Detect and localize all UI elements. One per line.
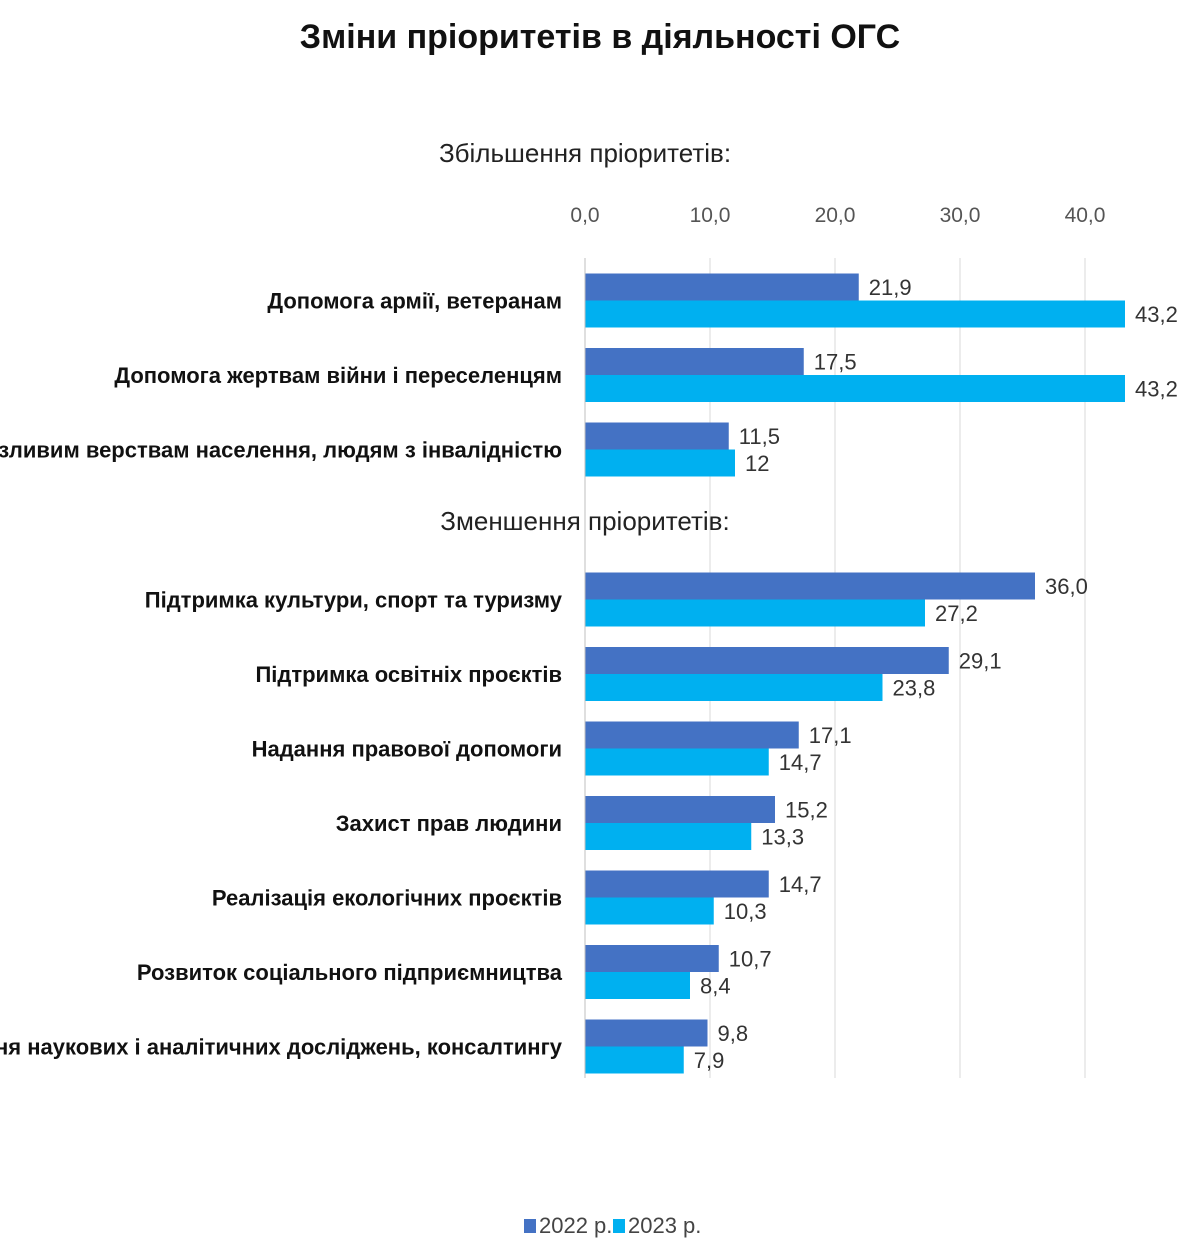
category-label: Підтримка культури, спорт та туризму [145,588,563,613]
bar [585,972,690,999]
x-tick-label: 10,0 [690,204,731,227]
value-labels: 21,9 43,2 17,5 43,2 11,512 36,0 27,2 29,1 23,8 17… [694,275,1178,1073]
value-label: 11,5 [739,424,780,449]
bar [585,721,799,749]
group-label: Збільшення пріоритетів: [439,138,731,168]
value-label: 10,7 [729,947,772,972]
value-label: 17,5 [814,350,857,375]
bar [585,748,769,776]
bar [585,647,949,674]
bar [585,449,735,477]
category-labels: Допомога армії, ветеранам Допомога жертва… [0,289,563,1060]
value-label: 13,3 [761,825,804,850]
bar [585,1019,708,1047]
bar [585,674,883,701]
bar [585,796,775,823]
legend-label: 2022 р. [539,1213,612,1238]
bar [585,572,1035,600]
value-label: 14,7 [779,872,822,897]
value-label: 43,2 [1135,302,1178,327]
bars [585,273,1125,1074]
legend-swatch [524,1219,536,1233]
value-label: 9,8 [718,1021,749,1046]
chart-title: Зміни пріоритетів в діяльності ОГС [300,18,900,56]
bar [585,1046,684,1074]
legend-label: 2023 р. [628,1213,701,1238]
bar [585,599,925,627]
x-tick-label: 0,0 [570,204,599,227]
bar [585,348,804,375]
category-label: Розвиток соціального підприємництва [137,960,563,985]
x-axis-ticks: 0,0 10,0 20,0 30,0 40,0 [570,204,1105,227]
category-label: Допомога армії, ветеранам [267,289,562,314]
bar [585,422,729,450]
value-label: 21,9 [869,275,912,300]
bar [585,300,1125,328]
value-label: 43,2 [1135,377,1178,402]
bar [585,375,1125,402]
bar [585,897,714,925]
bar [585,870,769,898]
value-label: 8,4 [700,974,731,999]
category-label: Підтримка освітніх проєктів [255,662,562,687]
value-label: 17,1 [809,723,852,748]
bar [585,273,859,301]
x-tick-label: 40,0 [1065,204,1106,227]
value-label: 27,2 [935,601,978,626]
value-label: 29,1 [959,649,1002,674]
x-tick-label: 30,0 [940,204,981,227]
legend: 2022 р. 2023 р. [524,1213,701,1238]
value-label: 12 [745,451,769,476]
category-label: Захист прав людини [336,811,562,836]
bar [585,823,752,850]
value-label: 15,2 [785,798,828,823]
category-label: Реалізація екологічних проєктів [212,886,562,911]
x-tick-label: 20,0 [815,204,856,227]
value-label: 10,3 [724,899,767,924]
value-label: 14,7 [779,750,822,775]
value-label: 36,0 [1045,574,1088,599]
value-label: 7,9 [694,1048,725,1073]
bar [585,945,719,972]
category-label: Допомога жертвам війни і переселенцям [114,363,562,388]
category-label: Проведення наукових і аналітичних дослід… [0,1035,563,1060]
legend-swatch [613,1219,625,1233]
category-label: Допомога вразливим верствам населення, л… [0,438,562,463]
value-label: 23,8 [893,676,936,701]
category-label: Надання правової допомоги [252,737,562,762]
